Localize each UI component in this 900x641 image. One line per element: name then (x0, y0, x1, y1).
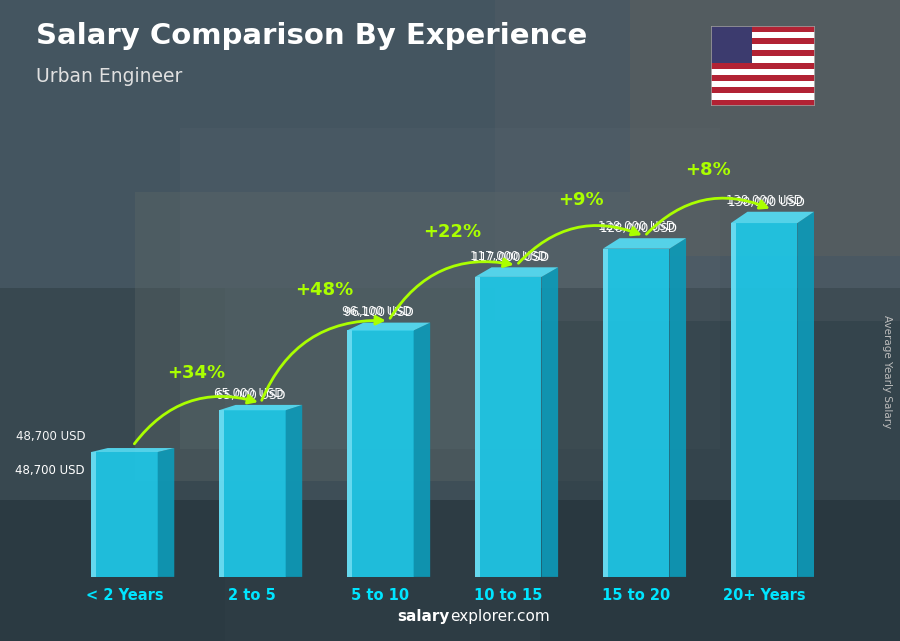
Polygon shape (475, 277, 542, 577)
Bar (711, 56, 814, 63)
Polygon shape (603, 238, 686, 249)
Text: +22%: +22% (424, 223, 482, 241)
Bar (711, 26, 814, 32)
Text: 96,100 USD: 96,100 USD (345, 306, 414, 319)
Polygon shape (475, 267, 558, 277)
Bar (711, 94, 814, 99)
Polygon shape (347, 322, 430, 331)
Bar (711, 87, 814, 94)
Text: Urban Engineer: Urban Engineer (36, 67, 183, 87)
Text: Average Yearly Salary: Average Yearly Salary (881, 315, 892, 428)
Text: 117,000 USD: 117,000 USD (470, 249, 547, 263)
Polygon shape (91, 448, 175, 452)
Text: +34%: +34% (167, 365, 226, 383)
Text: +8%: +8% (686, 162, 732, 179)
Text: Salary Comparison By Experience: Salary Comparison By Experience (36, 22, 587, 51)
Text: 48,700 USD: 48,700 USD (15, 464, 85, 478)
Bar (135, 192, 630, 481)
Polygon shape (91, 452, 158, 577)
Bar (180, 128, 720, 449)
Bar (630, 0, 900, 256)
Bar (711, 44, 814, 50)
Text: 128,000 USD: 128,000 USD (600, 222, 678, 235)
Text: +9%: +9% (558, 191, 603, 209)
Polygon shape (731, 223, 736, 577)
Text: 128,000 USD: 128,000 USD (598, 221, 675, 233)
Text: 96,100 USD: 96,100 USD (342, 305, 411, 318)
Bar (711, 75, 814, 81)
Polygon shape (731, 223, 797, 577)
Text: 138,000 USD: 138,000 USD (728, 196, 806, 208)
Bar (0, 0, 900, 288)
Bar (0, 500, 900, 641)
Bar (495, 0, 900, 320)
Text: 138,000 USD: 138,000 USD (725, 194, 803, 207)
Text: 48,700 USD: 48,700 USD (16, 430, 86, 444)
Text: 117,000 USD: 117,000 USD (472, 251, 550, 264)
Bar (0, 288, 225, 641)
Bar (711, 99, 814, 106)
Polygon shape (91, 452, 96, 577)
Bar (711, 32, 814, 38)
Polygon shape (542, 267, 558, 577)
Polygon shape (603, 249, 670, 577)
Polygon shape (475, 277, 480, 577)
Bar (711, 69, 814, 75)
Bar (711, 81, 814, 87)
Bar (711, 38, 814, 44)
Polygon shape (797, 212, 814, 577)
Text: +48%: +48% (295, 281, 354, 299)
Polygon shape (731, 212, 814, 223)
Polygon shape (219, 410, 224, 577)
Polygon shape (413, 322, 430, 577)
Polygon shape (670, 238, 686, 577)
Bar (711, 63, 814, 69)
Polygon shape (219, 405, 302, 410)
Bar (711, 50, 814, 56)
Polygon shape (285, 405, 302, 577)
Polygon shape (347, 331, 352, 577)
Text: salary: salary (398, 610, 450, 624)
Polygon shape (158, 448, 175, 577)
Bar (711, 26, 752, 63)
Text: 65,000 USD: 65,000 USD (217, 388, 286, 402)
Text: explorer.com: explorer.com (450, 610, 550, 624)
Polygon shape (347, 331, 413, 577)
Bar (540, 288, 900, 641)
Text: 65,000 USD: 65,000 USD (214, 387, 284, 400)
Polygon shape (603, 249, 608, 577)
Polygon shape (219, 410, 285, 577)
